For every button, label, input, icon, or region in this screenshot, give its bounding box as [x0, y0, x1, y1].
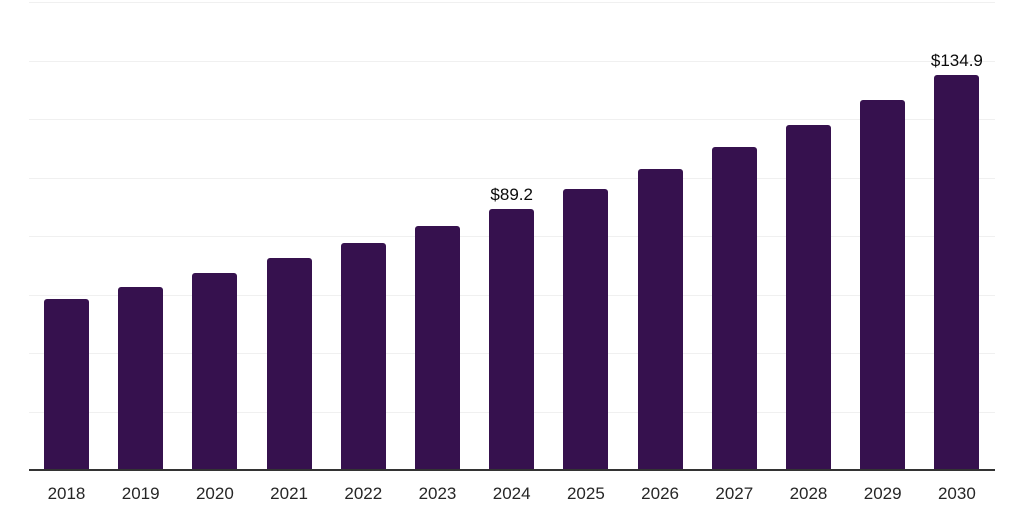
- x-tick-label-2020: 2020: [195, 484, 234, 503]
- bar-2027: [711, 147, 757, 470]
- value-label-2030: $134.9: [930, 51, 983, 71]
- bar-2022: [340, 243, 386, 470]
- x-tick-label-2022: 2022: [344, 484, 383, 503]
- x-tick-label-2026: 2026: [641, 484, 679, 503]
- gridline-140: [29, 60, 995, 62]
- x-tick-label-2024: 2024: [492, 484, 531, 503]
- x-tick-label-2019: 2019: [121, 484, 160, 503]
- bar-2021: [266, 258, 312, 470]
- bar-2028: [786, 124, 831, 470]
- bar-2025: [563, 189, 609, 470]
- x-tick-label-2025: 2025: [566, 484, 605, 503]
- bar-2030: [934, 75, 980, 470]
- gridline-100: [29, 177, 995, 179]
- bar-2019: [118, 286, 164, 470]
- x-tick-label-2029: 2029: [863, 484, 902, 503]
- bar-2024: [489, 209, 535, 470]
- x-tick-label-2027: 2027: [715, 484, 754, 503]
- bar-2020: [192, 272, 238, 470]
- value-label-2024: $89.2: [490, 185, 533, 205]
- x-axis-line: [29, 469, 995, 471]
- x-tick-label-2028: 2028: [789, 484, 828, 503]
- x-tick-label-2023: 2023: [418, 484, 457, 503]
- bar-2023: [415, 226, 460, 470]
- bar-2029: [860, 100, 906, 470]
- x-tick-label-2018: 2018: [47, 484, 86, 503]
- gridline-120: [29, 119, 995, 120]
- bar-2018: [44, 298, 89, 470]
- bar-2026: [637, 169, 683, 470]
- x-tick-label-2021: 2021: [270, 484, 308, 503]
- gridline-160: [29, 2, 995, 3]
- x-tick-label-2030: 2030: [937, 484, 976, 503]
